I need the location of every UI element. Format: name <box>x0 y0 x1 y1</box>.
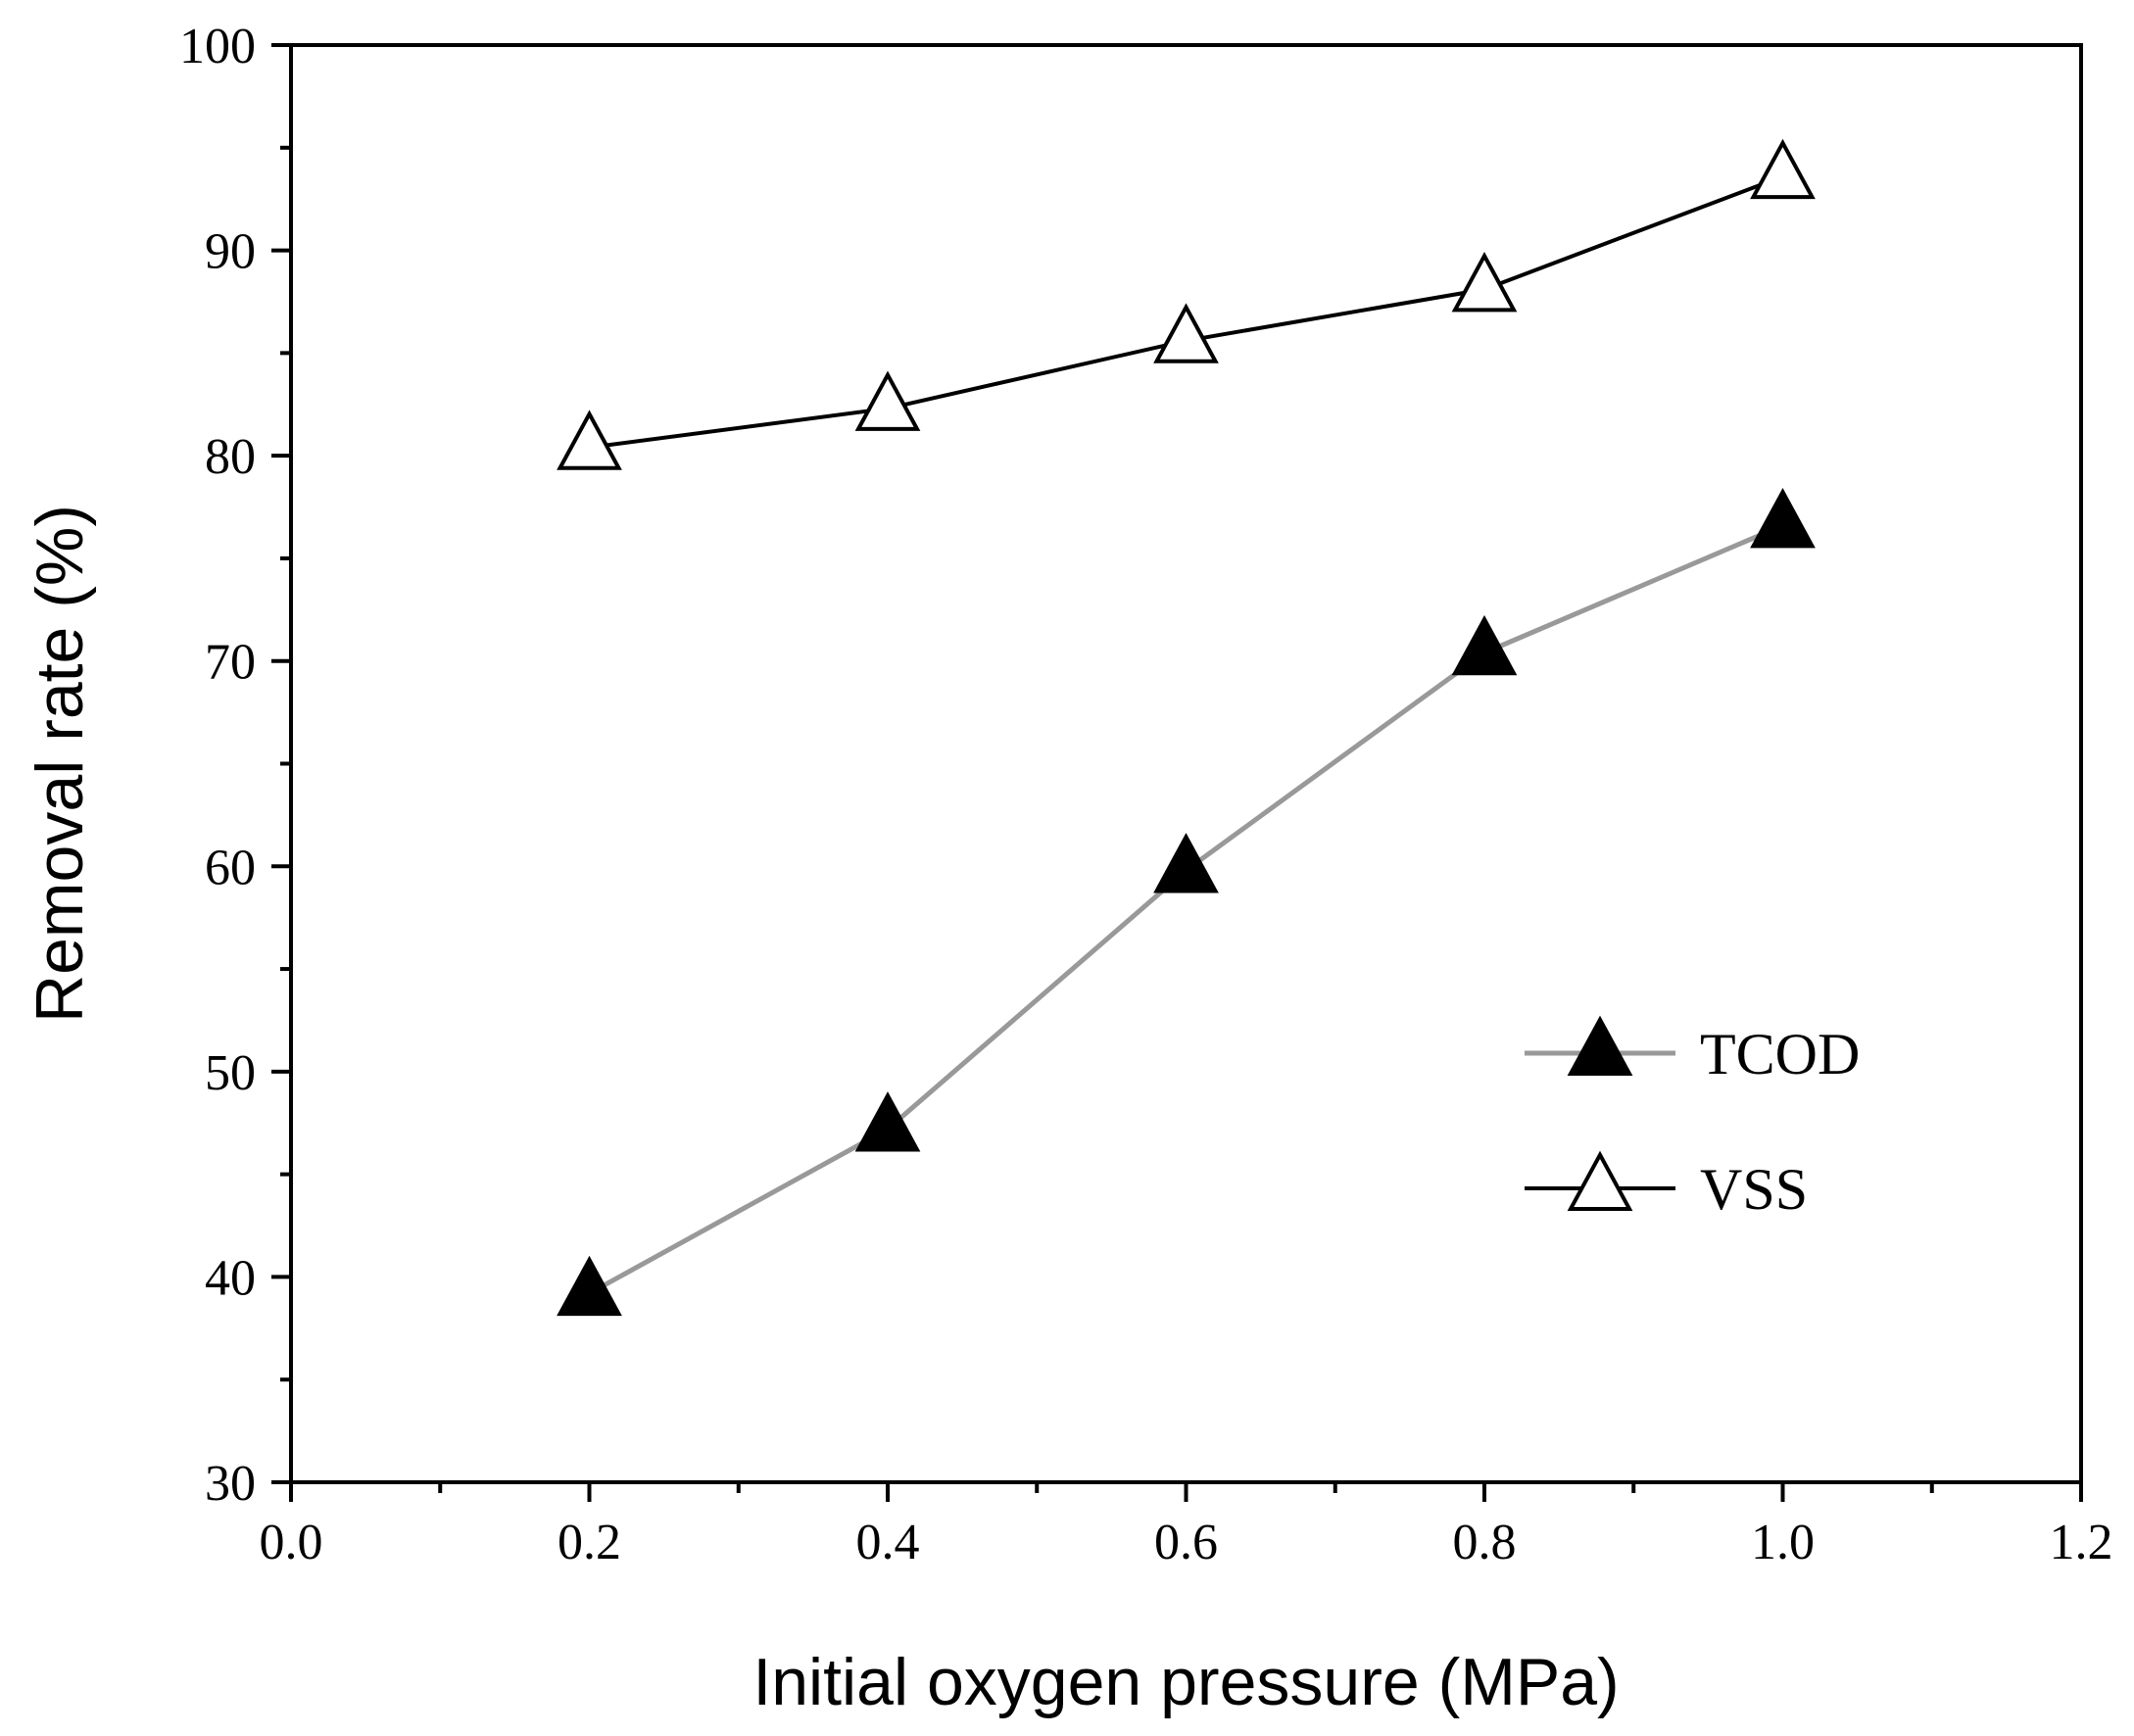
y-axis: 30 40 50 60 70 80 90 100 <box>179 19 291 1512</box>
vss-point <box>854 370 921 431</box>
tcod-point <box>854 1091 921 1152</box>
x-tick-label: 0.2 <box>558 1515 621 1570</box>
legend-marker <box>1567 1015 1633 1076</box>
x-tick-label: 0.8 <box>1453 1515 1517 1570</box>
tcod-point <box>557 1255 622 1317</box>
y-axis-title: Removal rate (%) <box>23 505 97 1023</box>
x-tick-label: 0.6 <box>1154 1515 1218 1570</box>
x-axis-title: Initial oxygen pressure (MPa) <box>752 1645 1619 1719</box>
plot-area <box>289 43 2083 1484</box>
x-tick-label: 1.2 <box>2050 1515 2113 1570</box>
vss-point <box>1451 251 1518 313</box>
legend-marker <box>1567 1150 1633 1211</box>
y-tick-label: 100 <box>179 19 256 74</box>
legend-label: TCOD <box>1700 1022 1860 1086</box>
tcod-point <box>1153 833 1219 893</box>
vss-point <box>1750 138 1816 200</box>
series-vss <box>557 138 1816 470</box>
tcod-point <box>1451 614 1518 676</box>
plot-frame <box>289 43 2083 1484</box>
legend-item-vss: VSS <box>1525 1150 1808 1222</box>
y-tick-label: 60 <box>205 840 256 895</box>
legend-item-tcod: TCOD <box>1525 1015 1860 1086</box>
tcod-point <box>1750 487 1816 549</box>
series-tcod <box>557 487 1816 1317</box>
y-tick-label: 80 <box>205 429 256 485</box>
y-tick-label: 70 <box>205 635 256 691</box>
y-tick-label: 50 <box>205 1045 256 1101</box>
x-tick-label: 0.0 <box>260 1515 323 1570</box>
x-axis: 0.0 0.2 0.4 0.6 0.8 1.0 1.2 <box>260 1482 2113 1570</box>
y-tick-label: 90 <box>205 224 256 280</box>
legend-label: VSS <box>1700 1157 1808 1222</box>
vss-point <box>1153 303 1219 363</box>
y-tick-label: 40 <box>205 1250 256 1306</box>
legend: TCOD VSS <box>1525 1015 1860 1222</box>
vss-point <box>557 410 622 470</box>
x-tick-label: 1.0 <box>1751 1515 1815 1570</box>
y-tick-label: 30 <box>205 1456 256 1512</box>
series-layer <box>557 138 1816 1317</box>
x-tick-label: 0.4 <box>856 1515 920 1570</box>
